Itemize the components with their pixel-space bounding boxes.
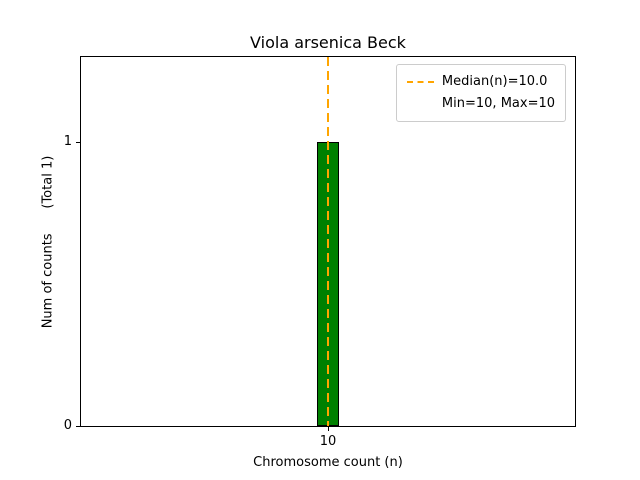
y-tick-label: 1 <box>63 134 72 150</box>
legend-sample-spacer <box>407 103 434 105</box>
plot-area: Median(n)=10.0 Min=10, Max=10 <box>80 56 576 427</box>
x-axis-label: Chromosome count (n) <box>253 455 403 470</box>
dashed-line-icon <box>406 81 434 83</box>
median-line <box>327 57 329 426</box>
y-tick-mark <box>76 141 80 143</box>
y-axis-label: Num of counts (Total 1) <box>40 155 56 329</box>
y-tick-label: 0 <box>63 418 72 433</box>
chart-title: Viola arsenica Beck <box>250 33 406 52</box>
legend: Median(n)=10.0 Min=10, Max=10 <box>395 64 566 122</box>
x-tick-mark <box>327 427 329 431</box>
y-tick-mark <box>76 425 80 427</box>
legend-item-minmax: Min=10, Max=10 <box>407 93 555 115</box>
x-tick-label: 10 <box>319 434 337 449</box>
legend-label-minmax: Min=10, Max=10 <box>441 96 555 111</box>
legend-label-median: Median(n)=10.0 <box>441 74 548 89</box>
legend-item-median: Median(n)=10.0 <box>406 71 555 93</box>
